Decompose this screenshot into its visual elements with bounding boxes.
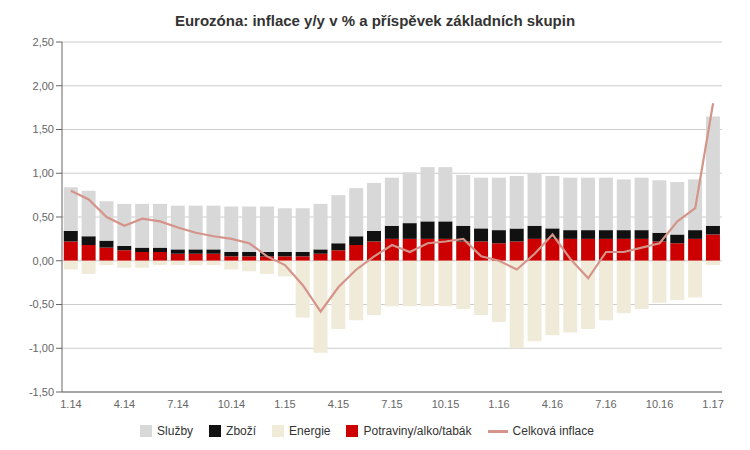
html-text:Eurozóna: inflace y/y v % a př: Eurozóna: inflace y/y v % a příspěvek zá… bbox=[174, 12, 576, 29]
svg-text:1.16: 1.16 bbox=[488, 398, 509, 410]
svg-text:2,00: 2,00 bbox=[33, 80, 54, 92]
svg-text:-1,00: -1,00 bbox=[29, 342, 54, 354]
svg-text:10.15: 10.15 bbox=[432, 398, 460, 410]
svg-text:4.14: 4.14 bbox=[114, 398, 135, 410]
svg-text:10.16: 10.16 bbox=[646, 398, 674, 410]
svg-text:7.14: 7.14 bbox=[167, 398, 188, 410]
svg-text:7.15: 7.15 bbox=[381, 398, 402, 410]
svg-text:1.14: 1.14 bbox=[60, 398, 81, 410]
svg-text:2,50: 2,50 bbox=[33, 36, 54, 48]
html-text:Zboží: Zboží bbox=[226, 424, 257, 438]
svg-text:7.16: 7.16 bbox=[595, 398, 616, 410]
svg-text:10.14: 10.14 bbox=[218, 398, 246, 410]
svg-text:-0,50: -0,50 bbox=[29, 298, 54, 310]
svg-text:4.16: 4.16 bbox=[542, 398, 563, 410]
html-text:Energie: Energie bbox=[289, 424, 331, 438]
html-text:Celková inflace: Celková inflace bbox=[512, 424, 594, 438]
svg-text:0,00: 0,00 bbox=[33, 255, 54, 267]
svg-text:-1,50: -1,50 bbox=[29, 386, 54, 398]
html-text:Služby: Služby bbox=[157, 424, 194, 438]
svg-text:1.17: 1.17 bbox=[702, 398, 723, 410]
svg-text:1.15: 1.15 bbox=[274, 398, 295, 410]
svg-text:0,50: 0,50 bbox=[33, 211, 54, 223]
html-text:Potraviny/alko/tabák: Potraviny/alko/tabák bbox=[363, 424, 472, 438]
svg-text:1,00: 1,00 bbox=[33, 167, 54, 179]
svg-text:1,50: 1,50 bbox=[33, 123, 54, 135]
svg-text:4.15: 4.15 bbox=[328, 398, 349, 410]
